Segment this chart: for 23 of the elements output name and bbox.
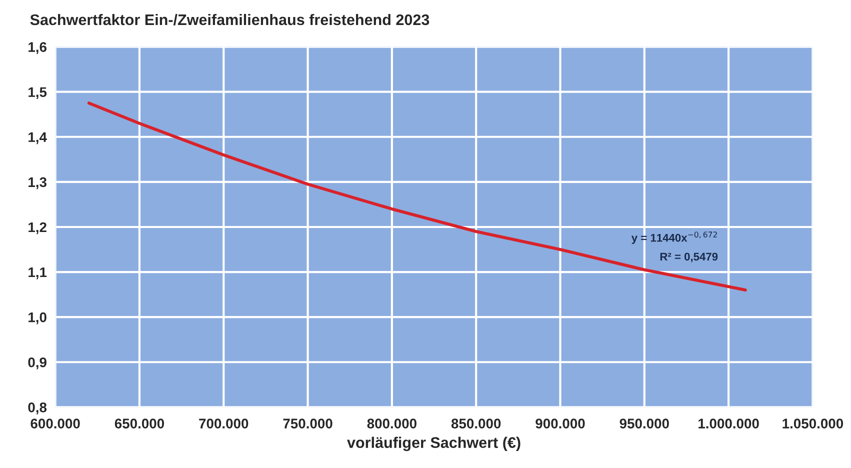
y-tick-label: 1,1 [28,268,47,280]
y-tick-label: 1,2 [28,222,46,234]
y-tick-label: 1,6 [28,42,46,54]
line-series [87,102,747,292]
x-tick-label: 1.050.000 [782,418,844,428]
y-tick-label: 1,4 [28,132,47,144]
x-tick-label: 700.000 [199,418,248,428]
y-tick-label: 1,3 [28,177,46,190]
chart-title: Sachwertfaktor Ein-/Zweifamilienhaus freistehend 2023 [30,14,430,26]
x-tick-label: 850.000 [451,418,501,428]
y-tick-label: 1,0 [28,312,46,324]
y-tick-label: 0,8 [28,402,47,414]
x-tick-label: 650.000 [114,418,164,428]
annotation: R² = 0,5479 [660,252,718,262]
x-tick-label: 1.000.000 [698,418,759,428]
x-tick-label: 600.000 [30,418,80,428]
x-axis-title: vorläufiger Sachwert (€) [347,436,520,452]
x-tick-label: 950.000 [620,418,669,428]
x-tick-label: 750.000 [283,418,332,428]
y-tick-label: 1,5 [28,87,47,100]
x-tick-label: 900.000 [536,418,585,428]
x-tick-label: 800.000 [367,418,416,428]
y-tick-label: 0,9 [28,357,46,370]
